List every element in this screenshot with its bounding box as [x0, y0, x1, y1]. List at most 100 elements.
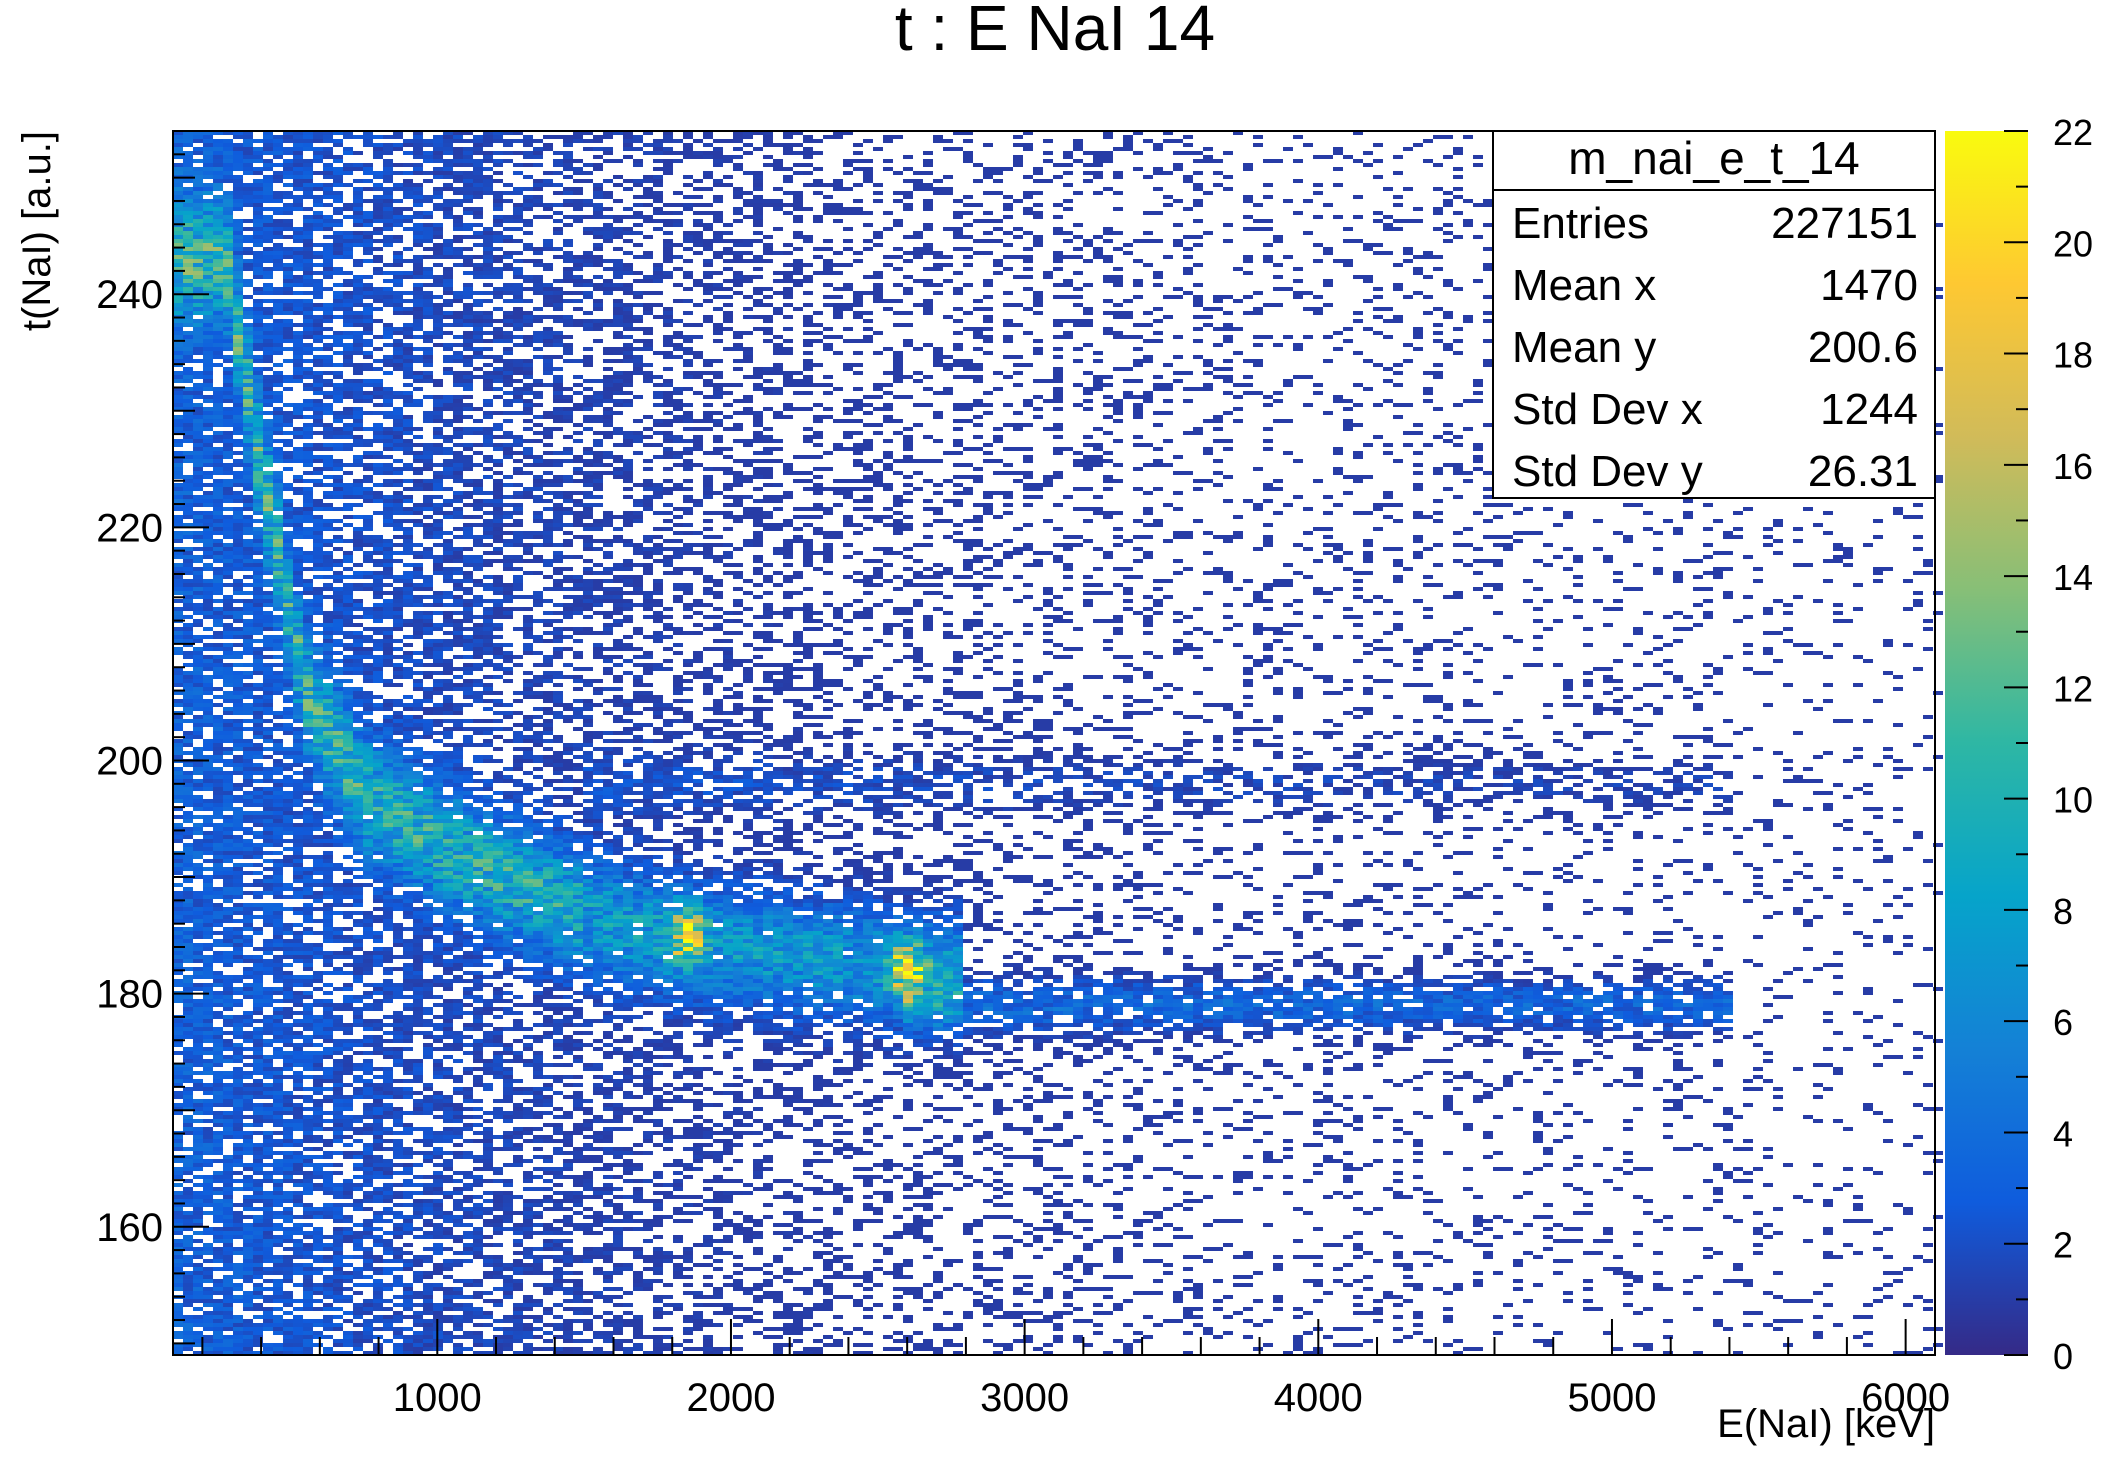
heatmap-cell — [963, 195, 973, 199]
heatmap-cell — [253, 211, 263, 215]
heatmap-cell — [323, 187, 333, 191]
heatmap-cell — [1213, 367, 1223, 371]
heatmap-cell — [223, 287, 233, 291]
heatmap-cell — [973, 363, 983, 367]
heatmap-cell — [1073, 459, 1083, 463]
heatmap-cell — [1453, 339, 1463, 343]
heatmap-cell — [803, 139, 813, 143]
heatmap-cell — [993, 459, 1003, 463]
heatmap-cell — [743, 215, 753, 219]
heatmap-cell — [1423, 371, 1433, 375]
heatmap-cell — [253, 187, 263, 191]
heatmap-cell — [263, 135, 273, 139]
heatmap-cell — [383, 159, 393, 163]
heatmap-cell — [1333, 447, 1343, 451]
heatmap-cell — [253, 463, 263, 467]
heatmap-cell — [1463, 427, 1473, 431]
heatmap-cell — [503, 315, 513, 319]
heatmap-cell — [1433, 467, 1443, 471]
heatmap-cell — [483, 291, 493, 295]
heatmap-cell — [883, 227, 893, 231]
heatmap-cell — [753, 387, 763, 391]
heatmap-cell — [1103, 279, 1113, 283]
heatmap-cell — [743, 463, 753, 467]
heatmap-cell — [843, 431, 853, 435]
heatmap-cell — [513, 319, 523, 323]
heatmap-cell — [603, 235, 613, 239]
heatmap-cell — [973, 367, 983, 371]
heatmap-cell — [643, 459, 653, 463]
heatmap-cell — [803, 439, 813, 443]
heatmap-cell — [413, 227, 423, 231]
heatmap-cell — [213, 319, 223, 323]
heatmap-cell — [403, 143, 413, 147]
heatmap-cell — [183, 179, 193, 183]
heatmap-cell — [1103, 451, 1113, 455]
heatmap-cell — [313, 455, 323, 459]
heatmap-cell — [773, 291, 783, 295]
heatmap-cell — [843, 263, 853, 267]
heatmap-cell — [1173, 471, 1183, 475]
heatmap-cell — [853, 451, 863, 455]
heatmap-cell — [1423, 275, 1433, 279]
heatmap-cell — [1393, 315, 1403, 319]
heatmap-cell — [193, 263, 203, 267]
heatmap-cell — [563, 239, 573, 243]
heatmap-cell — [803, 279, 813, 283]
heatmap-cell — [713, 179, 723, 183]
heatmap-cell — [213, 455, 223, 459]
heatmap-cell — [893, 351, 903, 355]
heatmap-cell — [263, 195, 273, 199]
heatmap-cell — [413, 199, 423, 203]
heatmap-cell — [1293, 135, 1303, 139]
heatmap-cell — [833, 335, 843, 339]
heatmap-cell — [413, 171, 423, 175]
heatmap-cell — [403, 323, 413, 327]
heatmap-cell — [463, 263, 473, 267]
heatmap-cell — [813, 139, 823, 143]
heatmap-cell — [393, 351, 403, 355]
heatmap-cell — [643, 215, 653, 219]
heatmap-cell — [973, 239, 983, 243]
heatmap-cell — [683, 371, 693, 375]
heatmap-cell — [783, 415, 793, 419]
heatmap-cell — [513, 219, 523, 223]
heatmap-cell — [1183, 255, 1193, 259]
heatmap-cell — [183, 215, 193, 219]
heatmap-cell — [223, 407, 233, 411]
heatmap-cell — [283, 303, 293, 307]
heatmap-cell — [473, 315, 483, 319]
heatmap-cell — [263, 179, 273, 183]
heatmap-cell — [463, 339, 473, 343]
heatmap-cell — [833, 183, 843, 187]
heatmap-cell — [773, 411, 783, 415]
heatmap-cell — [383, 387, 393, 391]
heatmap-cell — [383, 179, 393, 183]
heatmap-cell — [263, 435, 273, 439]
heatmap-cell — [233, 383, 243, 387]
heatmap-cell — [333, 371, 343, 375]
heatmap-cell — [213, 147, 223, 151]
heatmap-cell — [793, 151, 803, 155]
heatmap-cell — [853, 431, 863, 435]
heatmap-cell — [973, 219, 983, 223]
heatmap-cell — [403, 375, 413, 379]
heatmap-cell — [1223, 311, 1233, 315]
heatmap-cell — [903, 459, 913, 463]
heatmap-cell — [433, 415, 443, 419]
heatmap-cell — [753, 223, 763, 227]
heatmap-cell — [1213, 439, 1223, 443]
heatmap-cell — [1313, 383, 1323, 387]
heatmap-cell — [313, 431, 323, 435]
heatmap-cell — [283, 171, 293, 175]
heatmap-cell — [233, 155, 243, 159]
heatmap-cell — [433, 231, 443, 235]
heatmap-cell — [243, 375, 253, 379]
heatmap-cell — [173, 131, 183, 135]
heatmap-cell — [1253, 343, 1263, 347]
heatmap-cell — [443, 283, 453, 287]
heatmap-cell — [373, 403, 383, 407]
heatmap-cell — [423, 371, 433, 375]
heatmap-cell — [473, 427, 483, 431]
heatmap-cell — [203, 459, 213, 463]
